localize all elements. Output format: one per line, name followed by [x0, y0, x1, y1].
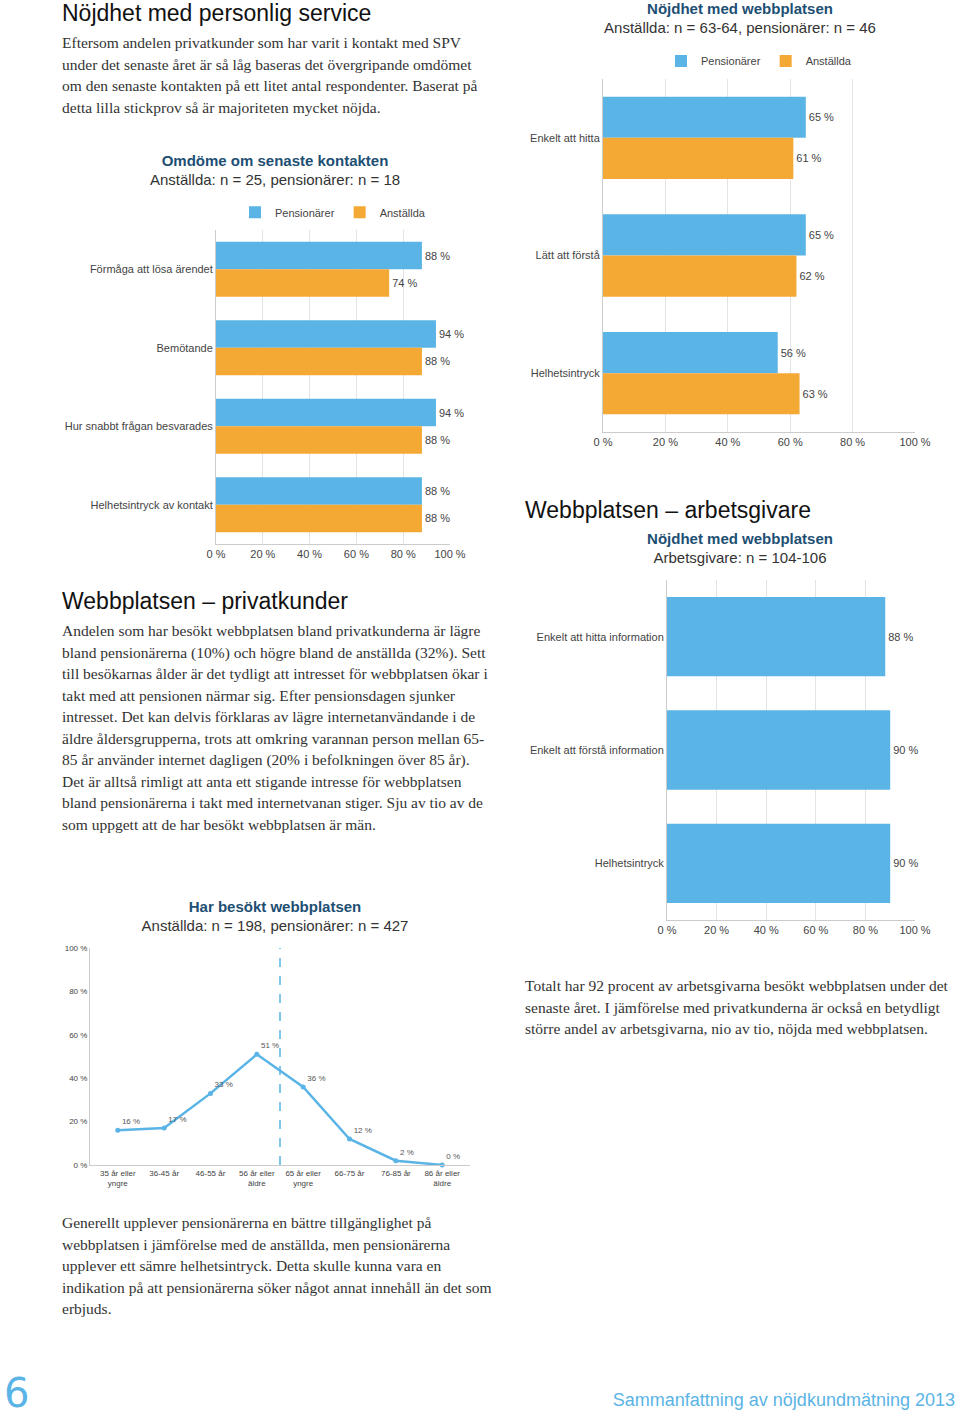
svg-text:Enkelt att förstå information: Enkelt att förstå information [530, 744, 664, 756]
svg-text:46-55 år: 46-55 år [196, 1169, 226, 1178]
svg-text:Anställda: Anställda [806, 55, 852, 67]
svg-text:35 år elleryngre: 35 år elleryngre [100, 1169, 136, 1188]
html-text:Generellt upplever pensionärer: Generellt upplever pensionärerna en bätt… [62, 1214, 492, 1317]
svg-text:Hur snabbt frågan besvarades: Hur snabbt frågan besvarades [65, 420, 213, 432]
svg-text:0 %: 0 % [207, 548, 226, 560]
svg-text:36-45 år: 36-45 år [149, 1169, 179, 1178]
svg-text:17 %: 17 % [168, 1115, 186, 1124]
html-text:Omdöme om senaste kontakten: Omdöme om senaste kontakten [161, 152, 389, 169]
html-text:Totalt har 92 procent av arbet: Totalt har 92 procent av arbetsgivarna b… [525, 977, 948, 1037]
svg-text:80 %: 80 % [840, 436, 865, 448]
svg-text:80 %: 80 % [391, 548, 416, 560]
svg-text:100 %: 100 % [434, 548, 465, 560]
html-text:6: 6 [4, 1370, 30, 1416]
svg-text:16 %: 16 % [122, 1117, 140, 1126]
svg-text:94 %: 94 % [439, 328, 464, 340]
html-text:Nöjdhet med webbplatsen: Nöjdhet med webbplatsen [647, 0, 833, 17]
svg-text:100 %: 100 % [899, 436, 930, 448]
svg-text:88 %: 88 % [425, 355, 450, 367]
svg-text:86 år elleräldre: 86 år elleräldre [424, 1169, 460, 1188]
svg-text:Lätt att förstå: Lätt att förstå [536, 249, 601, 261]
svg-text:74 %: 74 % [392, 277, 417, 289]
svg-text:63 %: 63 % [803, 388, 828, 400]
svg-text:2 %: 2 % [400, 1148, 414, 1157]
svg-text:40 %: 40 % [754, 924, 779, 936]
svg-text:Förmåga att lösa ärendet: Förmåga att lösa ärendet [90, 263, 213, 275]
svg-text:0 %: 0 % [446, 1152, 460, 1161]
html-text:Sammanfattning av nöjdkundmätn: Sammanfattning av nöjdkundmätning 2013 [612, 1390, 955, 1410]
html-text:Anställda: n = 25, pensionärer: Anställda: n = 25, pensionärer: n = 18 [149, 171, 401, 188]
svg-text:Enkelt att hitta: Enkelt att hitta [530, 132, 601, 144]
svg-text:Helhetsintryck av kontakt: Helhetsintryck av kontakt [91, 499, 213, 511]
svg-text:Helhetsintryck: Helhetsintryck [595, 857, 665, 869]
svg-text:90 %: 90 % [893, 744, 918, 756]
html-text:Nöjdhet med webbplatsen: Nöjdhet med webbplatsen [647, 530, 833, 547]
svg-text:33 %: 33 % [215, 1080, 233, 1089]
svg-text:Pensionärer: Pensionärer [275, 207, 335, 219]
svg-text:Bemötande: Bemötande [157, 342, 213, 354]
svg-text:60 %: 60 % [344, 548, 369, 560]
svg-text:Enkelt att hitta information: Enkelt att hitta information [537, 631, 664, 643]
svg-text:40 %: 40 % [69, 1074, 87, 1083]
svg-text:61 %: 61 % [796, 152, 821, 164]
svg-text:80 %: 80 % [69, 987, 87, 996]
svg-text:Pensionärer: Pensionärer [701, 55, 761, 67]
svg-text:80 %: 80 % [853, 924, 878, 936]
svg-text:12 %: 12 % [354, 1126, 372, 1135]
svg-text:100 %: 100 % [899, 924, 930, 936]
svg-text:65 %: 65 % [809, 229, 834, 241]
svg-text:56 %: 56 % [781, 347, 806, 359]
svg-text:94 %: 94 % [439, 407, 464, 419]
html-text:Webbplatsen – arbetsgivare: Webbplatsen – arbetsgivare [525, 497, 811, 523]
svg-text:0 %: 0 % [658, 924, 677, 936]
svg-text:88 %: 88 % [425, 434, 450, 446]
svg-text:88 %: 88 % [425, 485, 450, 497]
svg-text:66-75 år: 66-75 år [335, 1169, 365, 1178]
svg-text:90 %: 90 % [893, 857, 918, 869]
svg-text:0 %: 0 % [594, 436, 613, 448]
svg-text:20 %: 20 % [704, 924, 729, 936]
svg-text:0 %: 0 % [74, 1161, 88, 1170]
svg-text:20 %: 20 % [250, 548, 275, 560]
svg-text:65 år elleryngre: 65 år elleryngre [285, 1169, 321, 1188]
svg-text:88 %: 88 % [425, 512, 450, 524]
html-text:Anställda: n = 63-64, pensionä: Anställda: n = 63-64, pensionärer: n = 4… [604, 19, 876, 36]
html-text:Anställda: n = 198, pensionäre: Anställda: n = 198, pensionärer: n = 427 [141, 917, 409, 934]
svg-text:51 %: 51 % [261, 1041, 279, 1050]
svg-text:Anställda: Anställda [380, 207, 426, 219]
svg-text:20 %: 20 % [653, 436, 678, 448]
html-text:Eftersom andelen privatkunder: Eftersom andelen privatkunder som har va… [62, 34, 478, 116]
svg-text:65 %: 65 % [809, 111, 834, 123]
html-text:Arbetsgivare: n = 104-106: Arbetsgivare: n = 104-106 [653, 549, 827, 566]
svg-text:100 %: 100 % [65, 944, 88, 953]
html-text:Webbplatsen – privatkunder: Webbplatsen – privatkunder [62, 588, 348, 614]
svg-text:Helhetsintryck: Helhetsintryck [531, 367, 601, 379]
html-text:Andelen som har besökt webbpla: Andelen som har besökt webbplatsen bland… [62, 622, 488, 833]
svg-text:88 %: 88 % [888, 631, 913, 643]
svg-text:60 %: 60 % [803, 924, 828, 936]
svg-text:62 %: 62 % [799, 270, 824, 282]
svg-text:60 %: 60 % [778, 436, 803, 448]
svg-text:56 år elleräldre: 56 år elleräldre [239, 1169, 275, 1188]
html-text:Nöjdhet med personlig service: Nöjdhet med personlig service [62, 0, 372, 26]
svg-text:88 %: 88 % [425, 250, 450, 262]
svg-text:40 %: 40 % [297, 548, 322, 560]
svg-text:36 %: 36 % [307, 1074, 325, 1083]
svg-text:76-85 år: 76-85 år [381, 1169, 411, 1178]
svg-text:20 %: 20 % [69, 1117, 87, 1126]
svg-text:60 %: 60 % [69, 1031, 87, 1040]
html-text:Har besökt webbplatsen: Har besökt webbplatsen [188, 898, 362, 915]
svg-text:40 %: 40 % [715, 436, 740, 448]
